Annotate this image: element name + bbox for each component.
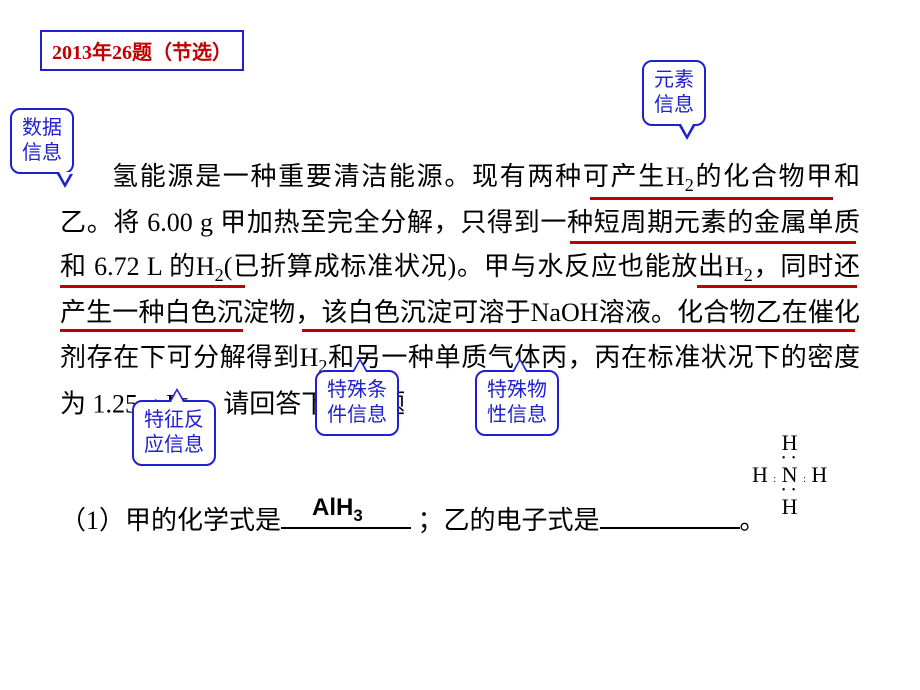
title-suffix: 年26题（节选）	[92, 42, 232, 64]
callout-line: 信息	[654, 93, 694, 118]
callout-line: 件信息	[327, 403, 387, 428]
underline	[590, 329, 855, 332]
struct-row: H : N : H	[752, 464, 827, 486]
callout-line: 性信息	[487, 403, 547, 428]
answer-middle: ；乙的电子式是	[418, 506, 600, 535]
callout-tezheng: 特征反 应信息	[132, 400, 216, 466]
callout-line: 特殊条	[327, 378, 387, 403]
callout-teshu-wuxing: 特殊物 性信息	[475, 370, 559, 436]
callout-line: 特征反	[144, 408, 204, 433]
answer-line: （1）甲的化学式是 ；乙的电子式是。	[60, 500, 766, 537]
callout-line: 数据	[22, 116, 62, 141]
callout-teshu-tiaojian: 特殊条 件信息	[315, 370, 399, 436]
callout-line: 特殊物	[487, 378, 547, 403]
underline	[590, 197, 833, 200]
title-box: 2013年26题（节选）	[40, 30, 244, 71]
underline	[570, 241, 856, 244]
title-year: 2013	[52, 42, 92, 64]
underline	[60, 329, 243, 332]
callout-shuju: 数据 信息	[10, 108, 74, 174]
underline	[302, 329, 592, 332]
underline	[60, 285, 245, 288]
callout-line: 信息	[22, 141, 62, 166]
answer-alh3: AlH3	[312, 494, 363, 526]
electron-structure: H • • H : N : H • • H	[752, 432, 827, 518]
underline	[697, 285, 857, 288]
callout-line: 元素	[654, 68, 694, 93]
callout-yuansu: 元素 信息	[642, 60, 706, 126]
answer-prefix: （1）甲的化学式是	[60, 506, 281, 535]
callout-line: 应信息	[144, 433, 204, 458]
struct-row: H	[752, 432, 827, 454]
struct-row: H	[752, 496, 827, 518]
